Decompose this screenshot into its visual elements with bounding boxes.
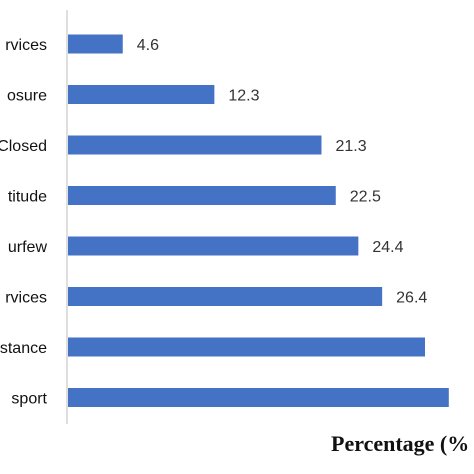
category-labels-group: rvices osure Closed titude urfew rvices stance… bbox=[0, 37, 48, 408]
bar-6 bbox=[68, 337, 425, 357]
x-axis-title: Percentage (% bbox=[331, 431, 469, 456]
category-label-0: rvices bbox=[5, 37, 47, 54]
category-label-2: Closed bbox=[0, 138, 47, 155]
bar-3 bbox=[68, 186, 336, 205]
bar-1 bbox=[68, 85, 215, 104]
value-label-3: 22.5 bbox=[350, 189, 381, 206]
category-label-6: stance bbox=[0, 340, 47, 357]
category-label-7: sport bbox=[11, 391, 47, 408]
value-labels-group: 4.6 12.3 21.3 22.5 24.4 26.4 bbox=[137, 37, 428, 307]
value-label-1: 12.3 bbox=[228, 88, 259, 105]
bar-2 bbox=[68, 135, 322, 155]
bar-0 bbox=[68, 34, 123, 54]
bar-7 bbox=[68, 388, 449, 407]
bar-5 bbox=[68, 287, 383, 306]
value-label-5: 26.4 bbox=[396, 290, 427, 307]
bars-group bbox=[68, 34, 449, 407]
value-label-0: 4.6 bbox=[137, 37, 159, 54]
category-label-3: titude bbox=[8, 189, 47, 206]
category-label-4: urfew bbox=[8, 239, 48, 256]
category-label-1: osure bbox=[7, 88, 47, 105]
bar-4 bbox=[68, 236, 359, 256]
value-label-4: 24.4 bbox=[372, 239, 403, 256]
category-label-5: rvices bbox=[5, 290, 47, 307]
value-label-2: 21.3 bbox=[335, 138, 366, 155]
